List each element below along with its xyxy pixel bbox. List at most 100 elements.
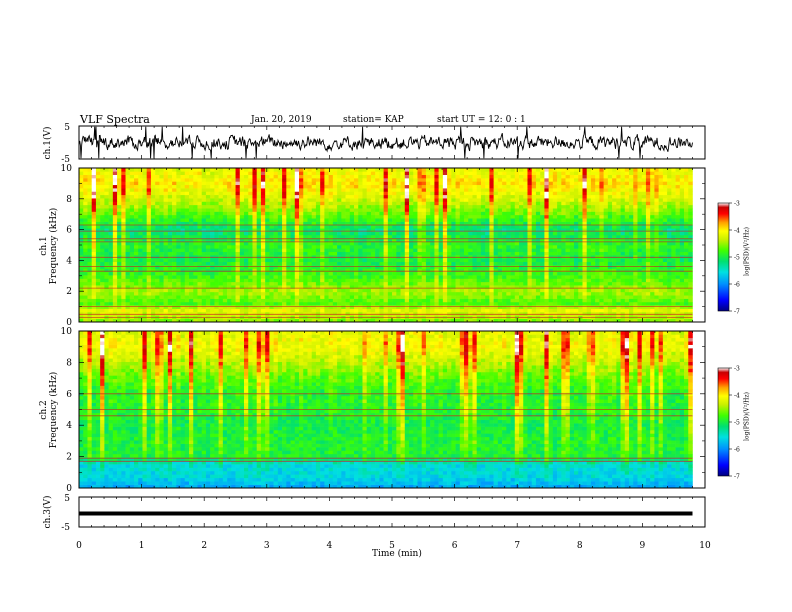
spectrogram-cell: [235, 218, 241, 222]
spectrogram-cell: [83, 255, 88, 259]
spectrogram-cell: [447, 291, 452, 296]
spectrogram-cell: [383, 234, 389, 239]
spectrogram-cell: [176, 291, 181, 296]
spectrogram-cell: [138, 241, 143, 246]
spectrogram-cell: [129, 301, 135, 306]
spectrogram-cell: [299, 295, 304, 299]
spectrogram-cell: [324, 288, 329, 293]
spectrogram-cell: [616, 255, 621, 259]
spectrogram-cell: [95, 234, 101, 239]
spectrogram-cell: [451, 281, 456, 286]
spectrogram-cell: [578, 245, 583, 249]
spectrogram-cell: [387, 288, 393, 293]
spectrogram-cell: [544, 258, 549, 263]
spectrogram-cell: [197, 241, 202, 246]
spectrogram-cell: [104, 275, 109, 279]
spectrogram-cell: [205, 285, 211, 289]
spectrogram-cell: [459, 278, 465, 283]
spectrogram-cell: [150, 255, 156, 259]
spectrogram-cell: [574, 245, 579, 249]
spectrogram-cell: [633, 228, 638, 232]
spectrogram-cell: [129, 258, 135, 263]
spectrogram-cell: [379, 255, 384, 259]
spectrogram-cell: [248, 288, 253, 293]
spectrogram-cell: [358, 318, 363, 323]
spectrogram-cell: [595, 241, 600, 246]
spectrogram-cell: [299, 251, 304, 256]
spectrogram-cell: [176, 248, 181, 252]
spectrogram-cell: [354, 248, 359, 252]
spectrogram-cell: [565, 281, 571, 286]
spectrogram-cell: [184, 234, 190, 239]
spectrogram-cell: [311, 275, 317, 279]
spectrogram-cell: [565, 214, 571, 219]
spectrogram-cell: [375, 234, 380, 239]
spectrogram-cell: [91, 214, 97, 219]
spectrogram-cell: [146, 301, 152, 306]
spectrogram-cell: [290, 224, 296, 229]
spectrogram-cell: [645, 211, 651, 216]
spectrogram-cell: [430, 291, 435, 296]
spectrogram-cell: [544, 295, 549, 299]
spectrogram-cell: [409, 241, 414, 246]
spectrogram-cell: [387, 311, 393, 316]
spectrogram-cell: [307, 228, 312, 232]
spectrogram-cell: [654, 311, 659, 316]
spectrogram-cell: [91, 228, 97, 232]
spectrogram-cell: [324, 311, 329, 316]
spectrogram-cell: [349, 251, 355, 256]
spectrogram-cell: [578, 218, 583, 222]
spectrogram-cell: [87, 255, 92, 259]
spectrogram-cell: [493, 234, 499, 239]
spectrogram-cell: [332, 318, 338, 323]
spectrogram-cell: [548, 228, 554, 232]
spectrogram-cell: [535, 305, 541, 309]
spectrogram-cell: [121, 218, 126, 222]
spectrogram-cell: [83, 204, 88, 209]
spectrogram-cell: [675, 245, 681, 249]
spectrogram-cell: [104, 231, 109, 236]
spectrogram-cell: [269, 308, 274, 313]
spectrogram-cell: [290, 291, 296, 296]
spectrogram-cell: [214, 204, 219, 209]
spectrogram-cell: [637, 281, 643, 286]
spectrogram-cell: [519, 238, 524, 242]
spectrogram-cell: [324, 318, 329, 323]
spectrogram-cell: [222, 298, 228, 303]
spectrogram-cell: [425, 258, 431, 263]
spectrogram-cell: [294, 291, 300, 296]
spectrogram-cell: [485, 238, 490, 242]
spectrogram-cell: [387, 291, 393, 296]
spectrogram-cell: [641, 245, 647, 249]
spectrogram-cell: [341, 231, 346, 236]
spectrogram-cell: [197, 248, 202, 252]
spectrogram-cell: [480, 305, 486, 309]
spectrogram-cell: [493, 281, 499, 286]
spectrogram-cell: [197, 291, 202, 296]
spectrogram-cell: [121, 271, 126, 276]
spectrogram-cell: [451, 301, 456, 306]
spectrogram-cell: [688, 248, 693, 252]
spectrogram-cell: [502, 245, 507, 249]
spectrogram-cell: [531, 255, 537, 259]
spectrogram-cell: [629, 311, 634, 316]
spectrogram-cell: [345, 214, 351, 219]
spectrogram-cell: [624, 298, 630, 303]
spectrogram-cell: [370, 275, 376, 279]
spectrogram-cell: [244, 211, 249, 216]
spectrogram-cell: [421, 278, 427, 283]
spectrogram-cell: [472, 288, 477, 293]
spectrogram-cell: [485, 248, 490, 252]
spectrogram-cell: [658, 214, 664, 219]
spectrogram-cell: [472, 255, 477, 259]
spectrogram-cell: [189, 271, 194, 276]
spectrogram-cell: [307, 241, 312, 246]
spectrogram-cell: [468, 301, 473, 306]
spectrogram-cell: [345, 311, 351, 316]
spectrogram-cell: [303, 234, 308, 239]
spectrogram-cell: [523, 241, 528, 246]
spectrogram-cell: [468, 268, 473, 273]
spectrogram-cell: [442, 218, 448, 222]
spectrogram-cell: [341, 275, 346, 279]
spectrogram-cell: [193, 318, 198, 323]
